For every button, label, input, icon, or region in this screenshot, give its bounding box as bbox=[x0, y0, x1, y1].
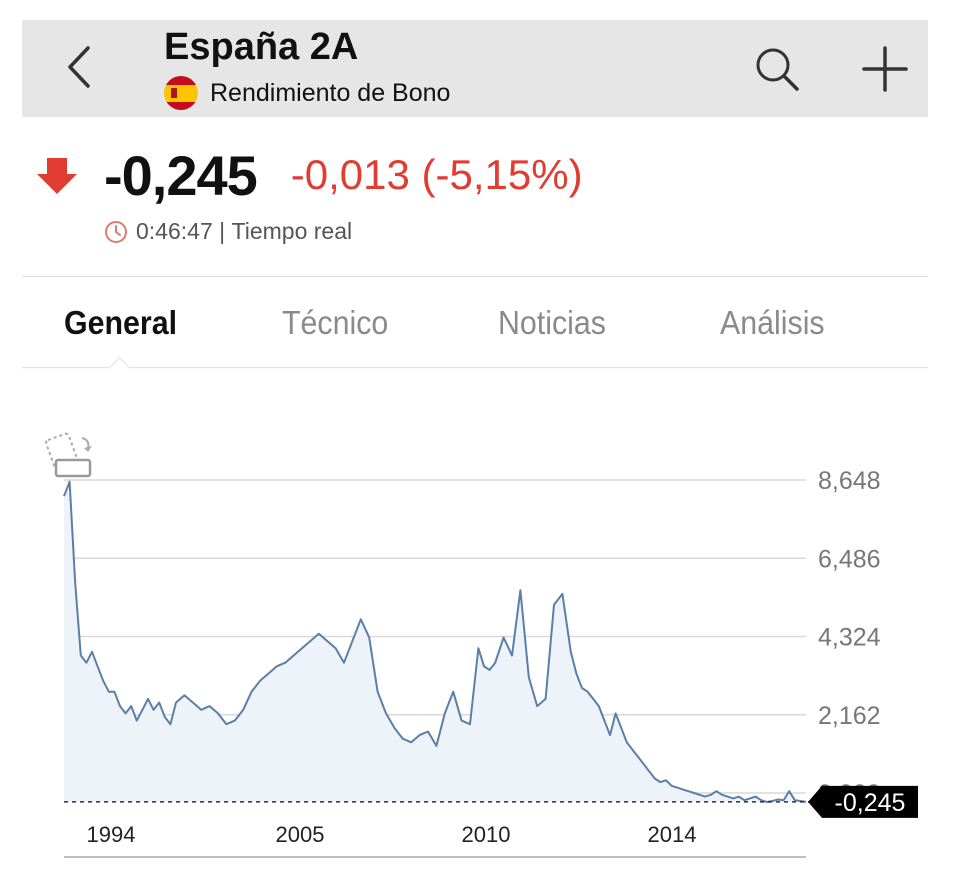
current-value-badge bbox=[808, 785, 918, 818]
tab-noticias[interactable]: Noticias bbox=[498, 304, 606, 341]
y-tick-label: 6,486 bbox=[818, 545, 881, 573]
tab-bar-border bbox=[22, 367, 928, 368]
quote-time-row: 0:46:47 | Tiempo real bbox=[104, 218, 352, 245]
time-separator: | bbox=[212, 218, 232, 244]
price-change: -0,013 (-5,15%) bbox=[290, 151, 583, 198]
tab-tecnico[interactable]: Técnico bbox=[282, 304, 389, 341]
clock-icon bbox=[105, 220, 127, 243]
instrument-type-label: Rendimiento de Bono bbox=[210, 78, 451, 107]
x-tick-label: 2005 bbox=[276, 822, 325, 847]
x-tick-label: 2014 bbox=[648, 822, 697, 847]
instrument-title: España 2A bbox=[164, 26, 359, 68]
instrument-subtitle: Rendimiento de Bono bbox=[164, 76, 450, 110]
search-button[interactable] bbox=[752, 44, 802, 94]
quote-status: Tiempo real bbox=[231, 218, 353, 244]
y-tick-label: 8,648 bbox=[818, 467, 881, 495]
divider bbox=[22, 276, 928, 277]
rotate-screen-icon[interactable] bbox=[45, 432, 92, 478]
x-tick-label: 2010 bbox=[462, 822, 511, 847]
tab-analisis[interactable]: Análisis bbox=[720, 304, 825, 341]
current-value-label: -0,245 bbox=[835, 789, 906, 817]
arrow-down-icon bbox=[37, 158, 77, 194]
price-chart[interactable]: 8,6486,4864,3242,1620,000-0,245199420052… bbox=[0, 380, 966, 872]
chevron-left-icon bbox=[68, 46, 90, 88]
add-to-watchlist-button[interactable] bbox=[860, 44, 910, 94]
spain-flag-icon bbox=[164, 76, 198, 110]
plus-icon bbox=[862, 46, 908, 92]
app-header: España 2A Rendimiento de Bono bbox=[22, 20, 928, 117]
quote-time: 0:46:47 bbox=[136, 218, 213, 244]
search-icon bbox=[756, 48, 799, 91]
y-tick-label: 2,162 bbox=[818, 702, 881, 730]
price-row: -0,245 -0,013 (-5,15%) bbox=[36, 140, 583, 210]
x-tick-label: 1994 bbox=[87, 822, 136, 847]
chart-area-fill bbox=[64, 481, 806, 802]
chart-series-line bbox=[63, 480, 807, 803]
back-button[interactable] bbox=[62, 42, 102, 92]
tab-general[interactable]: General bbox=[64, 304, 178, 341]
last-price: -0,245 bbox=[104, 143, 258, 207]
tab-bar: General Técnico Noticias Análisis bbox=[22, 290, 928, 368]
chart-svg: 8,6486,4864,3242,1620,000-0,245199420052… bbox=[45, 432, 918, 858]
y-tick-label: 4,324 bbox=[818, 624, 881, 652]
